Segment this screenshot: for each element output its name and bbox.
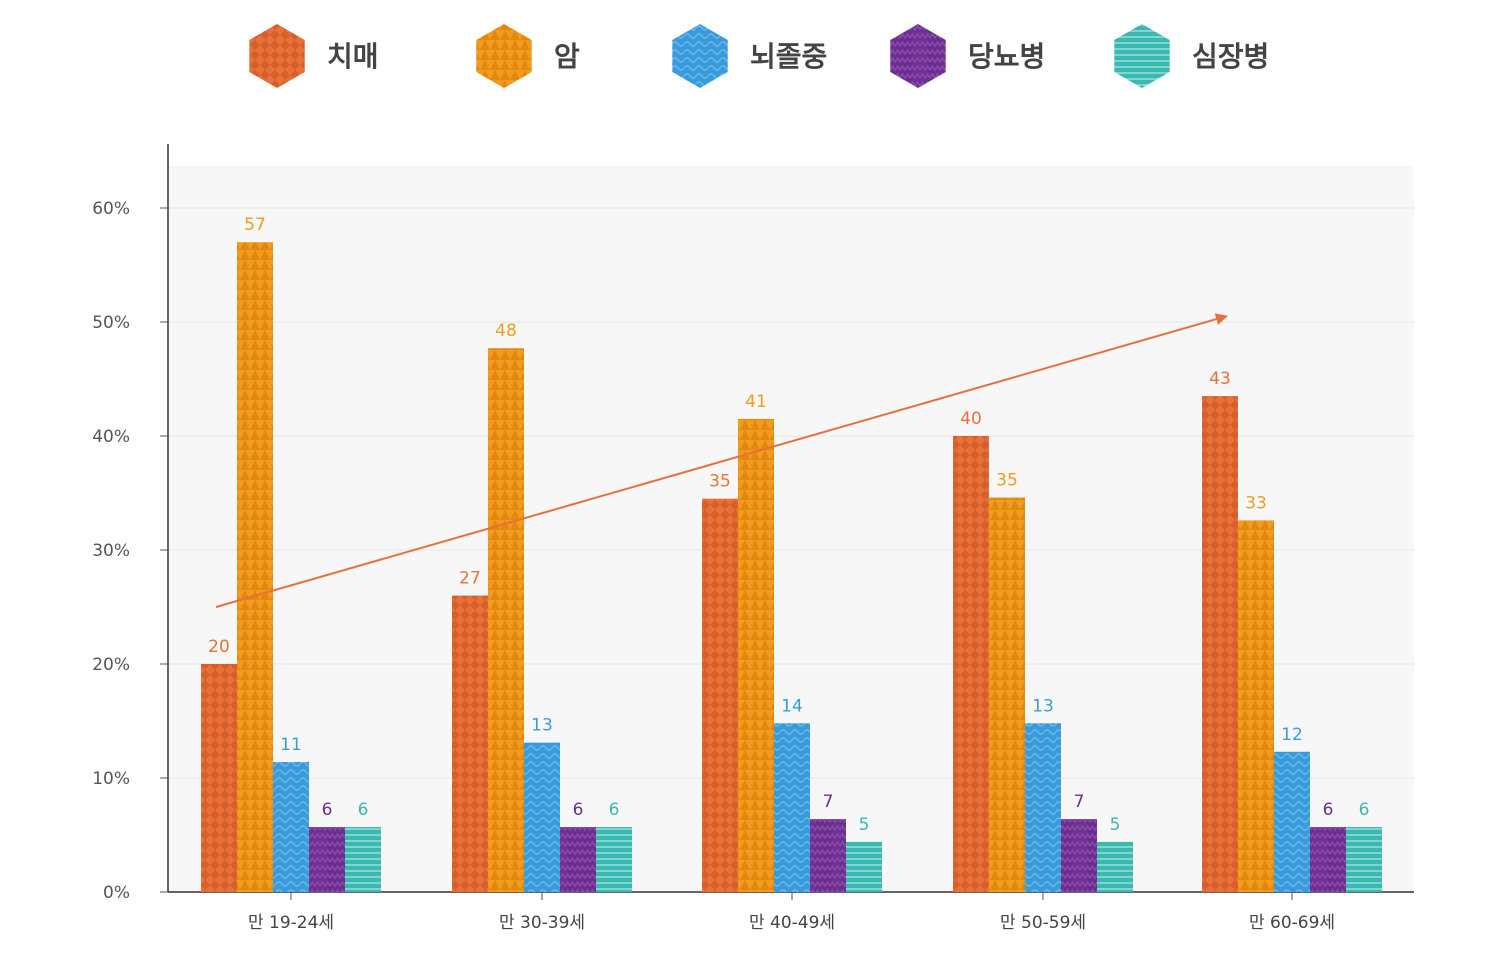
bar-1-5 [1202, 396, 1238, 892]
legend: 치매 암 뇌졸중 당뇨병 심장병 [249, 24, 1269, 88]
data-label-5-1: 6 [358, 800, 369, 820]
bar-5-4 [1097, 841, 1133, 892]
data-label-4-3: 7 [823, 792, 834, 812]
trend-arrow [215, 313, 1228, 608]
x-category-label: 만 50-59세 [1000, 913, 1086, 933]
bar-1-1 [201, 664, 237, 892]
bar-3-5 [1274, 751, 1310, 892]
bar-3-4 [1025, 723, 1061, 892]
data-label-5-4: 5 [1110, 815, 1121, 835]
y-tick-label: 60% [92, 199, 130, 219]
bar-2-4 [989, 497, 1025, 892]
data-label-2-1: 57 [244, 215, 266, 235]
data-label-1-5: 43 [1209, 369, 1231, 389]
data-label-2-4: 35 [996, 471, 1018, 491]
gridlines [168, 207, 1414, 779]
data-label-2-3: 41 [745, 392, 767, 412]
legend-label-4: 당뇨병 [968, 40, 1045, 73]
legend-swatch-3 [672, 24, 728, 88]
data-label-3-2: 13 [531, 716, 553, 736]
y-tick-label: 40% [92, 427, 130, 447]
bar-4-2 [560, 827, 596, 892]
legend-swatch-4 [890, 24, 946, 88]
bar-4-4 [1061, 819, 1097, 892]
bar-2-3 [738, 418, 774, 892]
data-label-1-3: 35 [709, 472, 731, 492]
data-label-2-2: 48 [495, 321, 517, 341]
bar-3-2 [524, 742, 560, 892]
data-label-3-3: 14 [781, 696, 803, 716]
bar-3-3 [774, 723, 810, 892]
legend-label-1: 치매 [327, 40, 379, 73]
x-category-label: 만 40-49세 [749, 913, 835, 933]
data-label-5-5: 6 [1359, 800, 1370, 820]
legend-swatch-1 [249, 24, 305, 88]
data-labels: 20 57 11 6 6 27 48 13 6 6 35 41 14 7 5 40 35 13 7 5 43 33 12 6 6 [208, 215, 1369, 835]
data-label-1-1: 20 [208, 637, 230, 657]
x-category-label: 만 60-69세 [1249, 913, 1335, 933]
bar-5-1 [345, 827, 381, 892]
bar-1-4 [953, 436, 989, 892]
data-label-3-5: 12 [1281, 725, 1303, 745]
bar-4-1 [309, 827, 345, 892]
legend-swatch-2 [476, 24, 532, 88]
bar-2-5 [1238, 520, 1274, 892]
data-label-3-4: 13 [1032, 696, 1054, 716]
bar-5-3 [846, 841, 882, 892]
x-category-label: 만 30-39세 [499, 913, 585, 933]
bar-5-2 [596, 827, 632, 892]
y-axis-ticks: 0% 10% 20% 30% 40% 50% 60% [92, 199, 168, 903]
y-tick-label: 10% [92, 769, 130, 789]
bars [201, 242, 1382, 893]
legend-swatch-5 [1114, 24, 1170, 88]
data-label-5-2: 6 [609, 800, 620, 820]
bar-2-1 [237, 242, 273, 892]
legend-label-3: 뇌졸중 [750, 40, 827, 73]
data-label-4-1: 6 [322, 800, 333, 820]
bar-5-5 [1346, 827, 1382, 892]
y-tick-label: 20% [92, 655, 130, 675]
bar-1-2 [452, 595, 488, 892]
legend-label-2: 암 [554, 40, 580, 73]
data-label-4-5: 6 [1323, 800, 1334, 820]
x-category-label: 만 19-24세 [248, 913, 334, 933]
y-tick-label: 0% [103, 883, 130, 903]
data-label-1-2: 27 [459, 569, 481, 589]
y-tick-label: 50% [92, 313, 130, 333]
trend-arrow-line [215, 313, 1228, 608]
bar-2-2 [488, 348, 524, 893]
y-tick-label: 30% [92, 541, 130, 561]
bar-3-1 [273, 762, 309, 892]
x-axis-labels: 만 19-24세 만 30-39세 만 40-49세 만 50-59세 만 60-69세 [248, 892, 1335, 933]
bar-1-3 [702, 498, 738, 892]
data-label-4-4: 7 [1074, 792, 1085, 812]
data-label-4-2: 6 [573, 800, 584, 820]
data-label-3-1: 11 [280, 735, 302, 755]
bar-4-3 [810, 819, 846, 892]
bar-4-5 [1310, 827, 1346, 892]
data-label-2-5: 33 [1245, 493, 1267, 513]
data-label-5-3: 5 [859, 815, 870, 835]
data-label-1-4: 40 [960, 409, 982, 429]
legend-label-5: 심장병 [1192, 40, 1269, 73]
